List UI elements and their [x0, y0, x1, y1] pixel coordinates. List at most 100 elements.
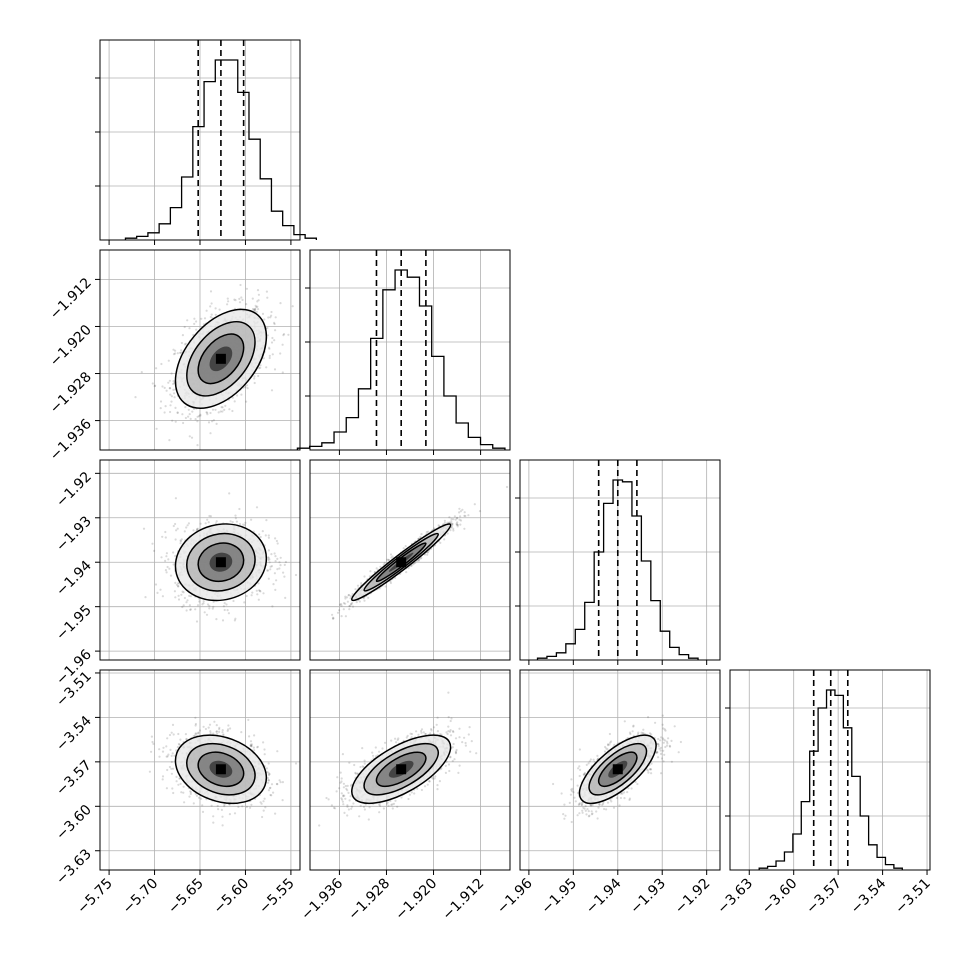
- sample-point: [185, 733, 187, 735]
- sample-point: [263, 318, 265, 320]
- sample-point: [162, 595, 164, 597]
- sample-point: [197, 528, 199, 530]
- sample-point: [227, 300, 229, 302]
- sample-point: [269, 357, 271, 359]
- sample-point: [274, 555, 276, 557]
- sample-point: [184, 343, 186, 345]
- sample-point: [164, 387, 166, 389]
- sample-point: [218, 731, 220, 733]
- sample-point: [222, 824, 224, 826]
- sample-point: [169, 749, 171, 751]
- sample-point: [277, 542, 279, 544]
- sample-point: [295, 574, 297, 576]
- sample-point: [174, 590, 176, 592]
- sample-point: [175, 497, 177, 499]
- sample-point: [181, 538, 183, 540]
- sample-point: [274, 329, 276, 331]
- sample-point: [420, 533, 422, 535]
- sample-point: [211, 805, 213, 807]
- sample-point: [213, 721, 215, 723]
- sample-point: [172, 389, 174, 391]
- sample-point: [231, 410, 233, 412]
- sample-point: [211, 420, 213, 422]
- sample-point: [182, 334, 184, 336]
- sample-point: [268, 549, 270, 551]
- sample-point: [197, 604, 199, 606]
- sample-point: [506, 486, 508, 488]
- sample-point: [279, 352, 281, 354]
- sample-point: [171, 732, 173, 734]
- sample-point: [479, 510, 481, 512]
- sample-point: [201, 603, 203, 605]
- sample-point: [270, 315, 272, 317]
- sample-point: [450, 518, 452, 520]
- sample-point: [272, 353, 274, 355]
- sample-point: [226, 303, 228, 305]
- sample-point: [256, 311, 258, 313]
- sample-point: [282, 781, 284, 783]
- sample-point: [164, 560, 166, 562]
- sample-point: [169, 411, 171, 413]
- sample-point: [196, 620, 198, 622]
- sample-point: [403, 547, 405, 549]
- sample-point: [164, 531, 166, 533]
- sample-point: [356, 601, 358, 603]
- sample-point: [245, 303, 247, 305]
- sample-point: [224, 405, 226, 407]
- sample-point: [162, 751, 164, 753]
- sample-point: [215, 314, 217, 316]
- sample-point: [460, 510, 462, 512]
- sample-point: [183, 786, 185, 788]
- sample-point: [151, 741, 153, 743]
- sample-point: [189, 435, 191, 437]
- sample-point: [285, 561, 287, 563]
- sample-point: [369, 570, 371, 572]
- sample-point: [274, 572, 276, 574]
- sample-point: [239, 301, 241, 303]
- sample-point: [257, 582, 259, 584]
- sample-point: [268, 537, 270, 539]
- sample-point: [275, 579, 277, 581]
- sample-point: [255, 306, 257, 308]
- sample-point: [195, 418, 197, 420]
- sample-point: [174, 596, 176, 598]
- sample-point: [272, 583, 274, 585]
- sample-point: [165, 555, 167, 557]
- sample-point: [236, 394, 238, 396]
- sample-point: [269, 561, 271, 563]
- sample-point: [174, 352, 176, 354]
- sample-point: [196, 420, 198, 422]
- sample-point: [220, 410, 222, 412]
- sample-point: [258, 367, 260, 369]
- sample-point: [337, 612, 339, 614]
- sample-point: [270, 311, 272, 313]
- sample-point: [191, 437, 193, 439]
- sample-point: [262, 530, 264, 532]
- sample-point: [258, 533, 260, 535]
- sample-point: [229, 813, 231, 815]
- sample-point: [212, 733, 214, 735]
- sample-point: [194, 717, 196, 719]
- sample-point: [212, 409, 214, 411]
- sample-point: [195, 329, 197, 331]
- sample-point: [168, 439, 170, 441]
- sample-point: [151, 543, 153, 545]
- sample-point: [459, 519, 461, 521]
- sample-point: [208, 421, 210, 423]
- sample-point: [155, 367, 157, 369]
- sample-point: [169, 380, 171, 382]
- sample-point: [152, 382, 154, 384]
- sample-point: [177, 585, 179, 587]
- sample-point: [345, 615, 347, 617]
- sample-point: [258, 599, 260, 601]
- sample-point: [169, 387, 171, 389]
- sample-point: [276, 568, 278, 570]
- sample-point: [274, 537, 276, 539]
- sample-point: [262, 741, 264, 743]
- sample-point: [170, 401, 172, 403]
- sample-point: [190, 418, 192, 420]
- sample-point: [210, 290, 212, 292]
- sample-point: [171, 773, 173, 775]
- sample-point: [193, 318, 195, 320]
